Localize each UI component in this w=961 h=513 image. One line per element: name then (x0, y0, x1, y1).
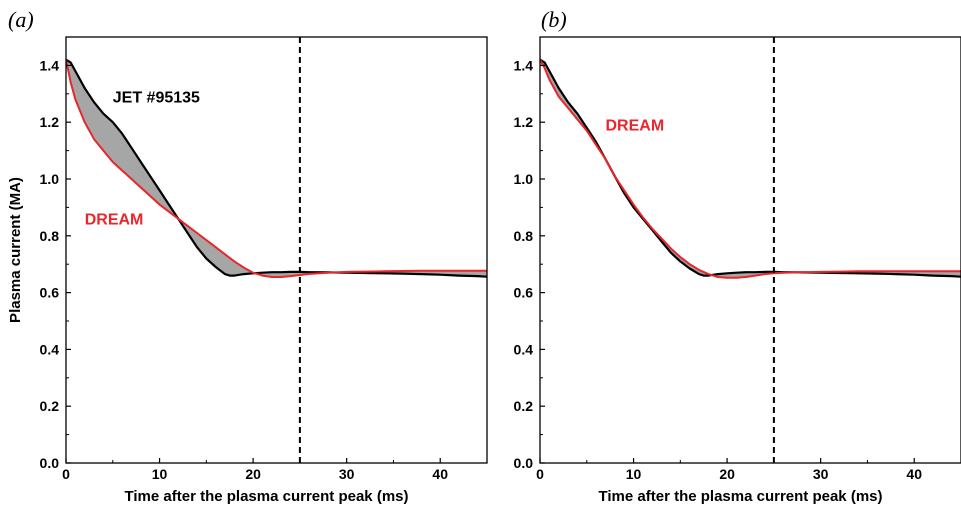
shaded-difference-area (540, 59, 961, 278)
x-tick-label: 40 (432, 466, 448, 482)
annotation-jet-95135: JET #95135 (113, 89, 200, 106)
x-tick-label: 40 (906, 466, 922, 482)
x-axis-title: Time after the plasma current peak (ms) (599, 488, 883, 505)
x-tick-label: 10 (152, 466, 168, 482)
y-tick-label: 0.6 (514, 285, 534, 301)
panel-a: 0 10 20 30 40 0.0 0.2 0.4 0.6 0.8 1.0 1.2 1.4 Time af… (7, 7, 488, 505)
plot-frame (65, 36, 488, 464)
y-tick-label: 1.4 (514, 57, 534, 73)
x-tick-label: 30 (339, 466, 355, 482)
y-tick-label: 1.2 (514, 114, 534, 130)
series-line-jet-95135 (66, 58, 487, 278)
panel-label: (a) (8, 7, 34, 32)
y-tick-label: 1.0 (514, 171, 534, 187)
panel-b: 0 10 20 30 40 0.0 0.2 0.4 0.6 0.8 1.0 1.2 1.4 Time af… (514, 7, 961, 505)
y-tick-label: 1.2 (40, 114, 60, 130)
annotation-dream: DREAM (605, 118, 664, 135)
y-tick-label: 0.4 (514, 341, 534, 357)
x-tick-label: 20 (245, 466, 261, 482)
x-tick-label: 30 (813, 466, 829, 482)
y-tick-label: 1.4 (40, 57, 60, 73)
y-tick-label: 0.6 (40, 285, 60, 301)
y-tick-label: 0.0 (40, 455, 60, 471)
series-line-dream (66, 59, 487, 278)
y-tick-label: 0.8 (514, 228, 534, 244)
series-line-jet (540, 58, 961, 278)
y-axis-title: Plasma current (MA) (7, 177, 24, 323)
x-tick-label: 10 (626, 466, 642, 482)
annotation-dream: DREAM (85, 211, 144, 228)
x-tick-label: 0 (536, 466, 544, 482)
series-line-dream (540, 59, 961, 279)
x-tick-label: 20 (719, 466, 735, 482)
plot-frame (539, 36, 961, 464)
panel-label: (b) (541, 7, 567, 32)
y-tick-label: 0.2 (514, 398, 534, 414)
y-tick-label: 0.0 (514, 455, 534, 471)
y-tick-label: 0.2 (40, 398, 60, 414)
x-axis-title: Time after the plasma current peak (ms) (125, 488, 409, 505)
x-tick-label: 0 (62, 466, 70, 482)
y-tick-label: 0.8 (40, 228, 60, 244)
y-tick-label: 1.0 (40, 171, 60, 187)
y-tick-label: 0.4 (40, 341, 60, 357)
